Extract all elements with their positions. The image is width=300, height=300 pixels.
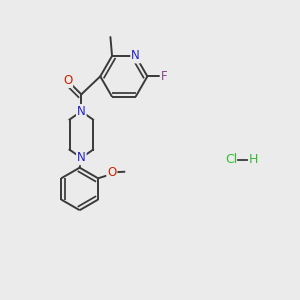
Text: N: N	[131, 50, 140, 62]
Text: H: H	[249, 153, 258, 166]
Text: O: O	[107, 166, 116, 179]
Text: N: N	[77, 105, 86, 118]
Text: Cl: Cl	[225, 153, 238, 166]
Text: O: O	[63, 74, 72, 87]
Text: F: F	[161, 70, 168, 83]
Text: N: N	[77, 152, 86, 164]
